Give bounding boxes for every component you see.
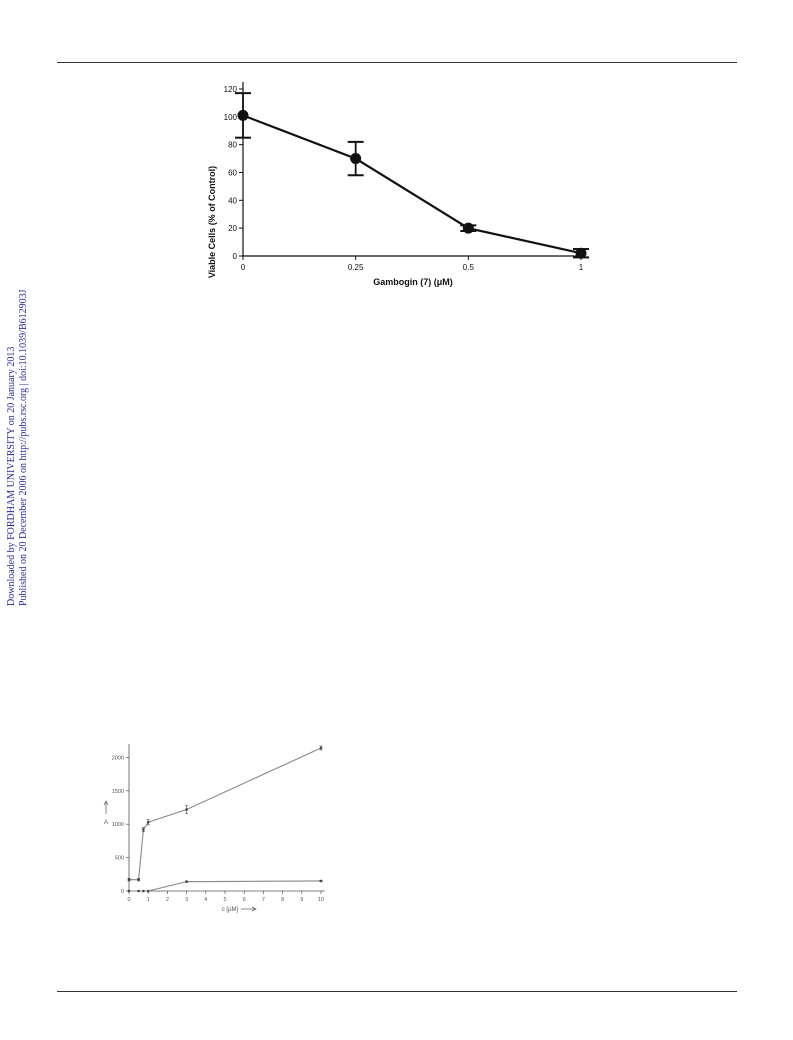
data-point: [127, 878, 131, 881]
chart-series: [127, 745, 323, 893]
y-tick-label: 1500: [112, 789, 124, 795]
x-tick-label: 1: [579, 263, 584, 272]
series-line: [242, 114, 582, 255]
x-tick-label: 0.25: [348, 263, 364, 272]
publication-notice: Published on 20 December 2006 on http://…: [18, 289, 29, 606]
data-point: [142, 828, 145, 831]
x-tick-label: 4: [204, 897, 207, 903]
y-tick-label: 1000: [112, 822, 124, 828]
header-rule: [57, 62, 737, 63]
y-tick-label: 2000: [112, 755, 124, 761]
data-point: [462, 222, 474, 234]
x-tick-label: 2: [166, 897, 169, 903]
y-tick-label: 40: [228, 196, 237, 205]
chart-ticks: 0 500 1000 1500 2000 0 1 2 3 4 5 6 7 8 9 10: [112, 755, 324, 903]
x-tick-label: 3: [185, 897, 188, 903]
x-axis-label: c [μM]: [222, 907, 239, 913]
x-tick-label: 8: [281, 897, 284, 903]
download-notice: Downloaded by FORDHAM UNIVERSITY on 20 J…: [6, 346, 17, 606]
y-axis-label: Viable Cells (% of Control): [207, 166, 217, 278]
x-axis-label: Gambogin (7) (μM): [373, 277, 453, 287]
y-tick-label: 20: [228, 224, 237, 233]
y-axis-label: A: [104, 820, 108, 826]
x-tick-label: 6: [243, 897, 246, 903]
x-tick-label: 7: [262, 897, 265, 903]
y-tick-label: 0: [121, 889, 124, 895]
data-point: [575, 247, 587, 259]
chart-series: [235, 92, 589, 259]
data-point: [185, 808, 188, 811]
data-point: [185, 880, 188, 883]
data-point: [127, 889, 131, 893]
absorbance-chart: 0 500 1000 1500 2000 0 1 2 3 4 5 6 7 8 9 10 A c [μM]: [103, 744, 325, 913]
data-point: [137, 878, 140, 881]
viability-chart: 0 20 40 60 80 100 120 0 0.25 0.5 1 Viable Cells (%…: [207, 82, 589, 287]
y-tick-label: 100: [224, 113, 238, 122]
y-tick-label: 0: [233, 252, 238, 261]
y-tick-label: 500: [115, 856, 124, 862]
y-tick-label: 120: [224, 85, 238, 94]
chart-axes: [242, 82, 581, 257]
data-point: [237, 109, 249, 121]
x-tick-label: 0.5: [463, 263, 475, 272]
chart-ticks: 0 20 40 60 80 100 120 0 0.25 0.5 1: [224, 85, 584, 272]
data-point: [137, 889, 140, 893]
x-tick-label: 10: [318, 897, 324, 903]
x-tick-label: 0: [127, 897, 130, 903]
x-axis-arrow: [241, 906, 257, 912]
y-tick-label: 60: [228, 168, 237, 177]
footer-rule: [57, 991, 737, 992]
x-tick-label: 1: [147, 897, 150, 903]
chart-axes: [128, 744, 325, 892]
series-line-1: [129, 747, 322, 881]
data-point: [350, 153, 362, 165]
x-tick-label: 0: [241, 263, 246, 272]
data-point: [319, 746, 323, 750]
y-axis-arrow: [103, 800, 109, 814]
data-point: [319, 879, 323, 883]
data-point: [146, 889, 150, 893]
data-point: [146, 820, 150, 824]
y-tick-label: 80: [228, 141, 237, 150]
data-point: [142, 889, 145, 893]
series-line-2: [129, 880, 322, 892]
x-tick-label: 9: [300, 897, 303, 903]
x-tick-label: 5: [223, 897, 226, 903]
